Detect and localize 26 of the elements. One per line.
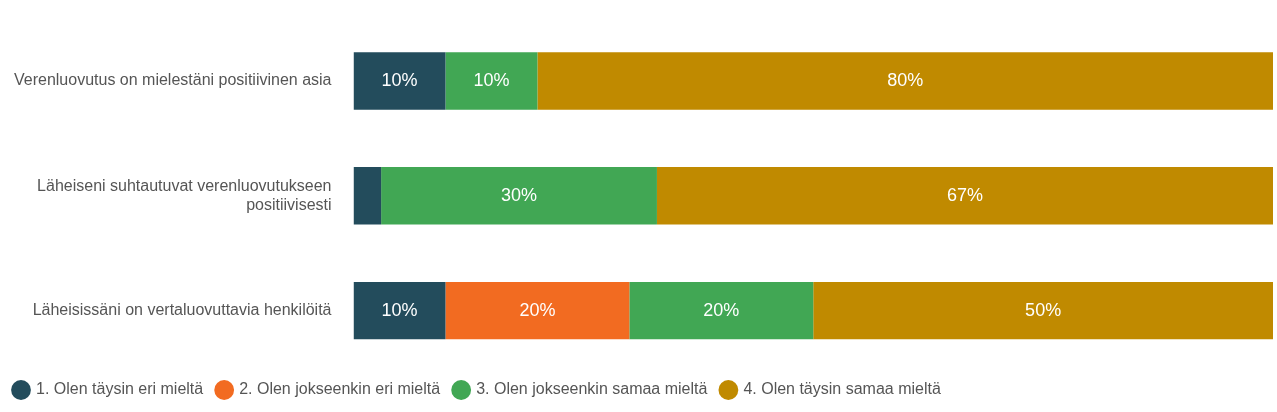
data-label: 80% [887, 69, 924, 90]
data-label: 10% [473, 69, 510, 90]
data-label: 20% [703, 299, 740, 320]
bar [381, 167, 657, 225]
bar [813, 281, 1273, 340]
bar [656, 167, 1273, 225]
bar [537, 52, 1273, 110]
data-label: 30% [501, 184, 538, 205]
legend-label: 2. Olen jokseenkin eri mieltä [239, 380, 441, 398]
legend-label: 1. Olen täysin eri mieltä [36, 380, 204, 398]
bar [353, 167, 382, 225]
y-tick-label: Läheisissäni on vertaluovuttavia henkilöitä [32, 301, 332, 319]
bar [353, 52, 446, 110]
bar [445, 281, 630, 340]
data-label: 67% [946, 184, 983, 205]
data-label: 10% [381, 299, 418, 320]
data-label: 10% [381, 69, 418, 90]
bar [353, 281, 446, 340]
y-tick-label: Läheiseni suhtautuvat verenluovutukseen positiivisesti [37, 176, 332, 213]
data-label: 50% [1025, 299, 1062, 320]
bar [445, 52, 538, 110]
y-tick-label: Verenluovutus on mielestäni positiivinen asia [13, 71, 332, 89]
legend-label: 3. Olen jokseenkin samaa mieltä [476, 380, 708, 398]
bar [629, 281, 814, 340]
data-label: 20% [519, 299, 556, 320]
legend-label: 4. Olen täysin samaa mieltä [743, 380, 941, 398]
